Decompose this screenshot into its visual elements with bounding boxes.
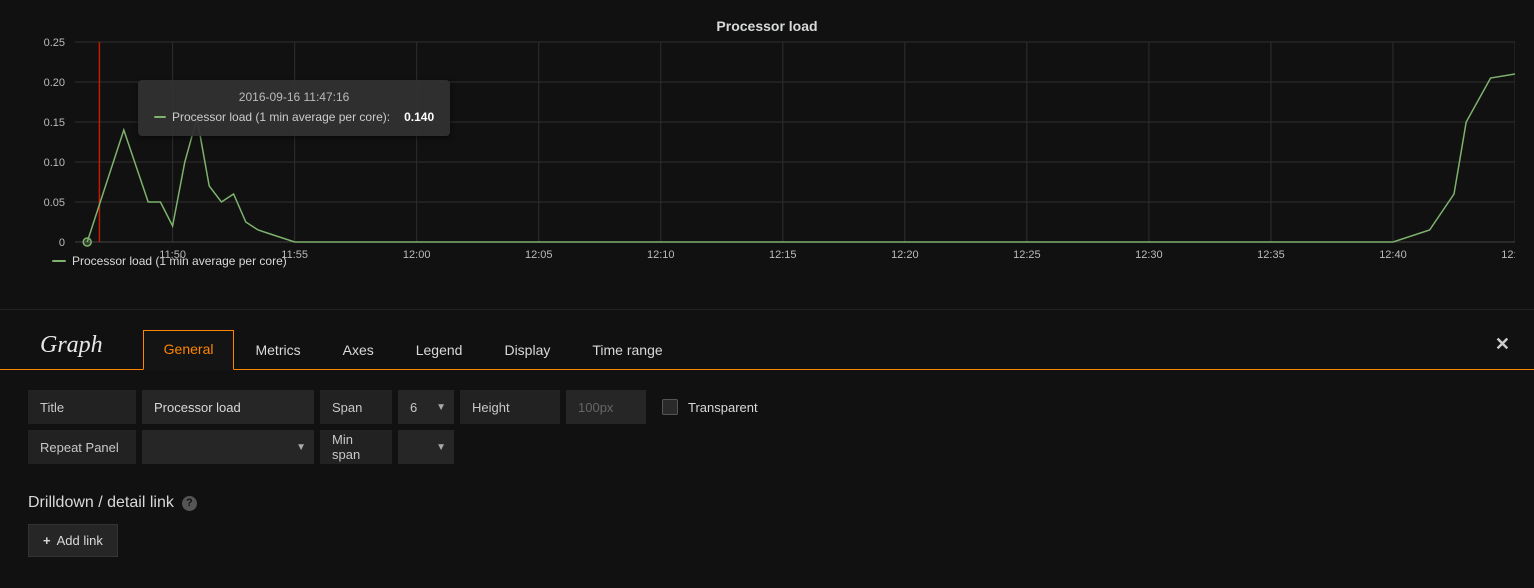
chart-title: Processor load — [10, 10, 1524, 38]
tab-axes[interactable]: Axes — [322, 331, 395, 370]
svg-text:0.10: 0.10 — [44, 157, 65, 169]
add-link-label: Add link — [57, 533, 103, 548]
tab-legend[interactable]: Legend — [395, 331, 484, 370]
chart-tooltip: 2016-09-16 11:47:16 Processor load (1 mi… — [138, 80, 450, 136]
svg-text:12:15: 12:15 — [769, 249, 797, 261]
svg-text:0.25: 0.25 — [44, 38, 65, 49]
chevron-down-icon: ▼ — [436, 442, 446, 453]
height-input[interactable] — [578, 400, 634, 415]
editor-header: Graph GeneralMetricsAxesLegendDisplayTim… — [0, 310, 1534, 370]
svg-text:12:00: 12:00 — [403, 249, 431, 261]
panel-editor: Graph GeneralMetricsAxesLegendDisplayTim… — [0, 310, 1534, 577]
svg-text:12:20: 12:20 — [891, 249, 919, 261]
drilldown-title-text: Drilldown / detail link — [28, 494, 174, 512]
svg-text:12:35: 12:35 — [1257, 249, 1285, 261]
tab-time-range[interactable]: Time range — [571, 331, 683, 370]
line-chart[interactable]: 0 0.05 0.10 0.15 0.20 0.25 11:50 11:55 12:00 12:0… — [20, 38, 1515, 268]
svg-text:0.15: 0.15 — [44, 117, 65, 129]
svg-text:12:25: 12:25 — [1013, 249, 1041, 261]
chart-area[interactable]: 00.050.100.150.200.2511:5011:5512:0012:0… — [20, 38, 1515, 248]
span-value: 6 — [410, 400, 417, 415]
span-select[interactable]: 6 ▼ — [398, 390, 454, 424]
tooltip-series-label: Processor load (1 min average per core): — [172, 110, 390, 124]
tooltip-time: 2016-09-16 11:47:16 — [154, 90, 434, 104]
svg-text:12:05: 12:05 — [525, 249, 553, 261]
span-label: Span — [320, 390, 392, 424]
tooltip-series-color — [154, 116, 166, 118]
tab-display[interactable]: Display — [483, 331, 571, 370]
repeat-panel-select[interactable]: ▼ — [142, 430, 314, 464]
minspan-label: Min span — [320, 430, 392, 464]
tooltip-value: 0.140 — [404, 110, 434, 124]
panel-type-label: Graph — [40, 332, 103, 359]
tab-general[interactable]: General — [143, 330, 235, 370]
title-input-wrapper — [142, 390, 314, 424]
drilldown-section-title: Drilldown / detail link ? — [28, 494, 1506, 512]
transparent-checkbox[interactable] — [662, 399, 678, 415]
chevron-down-icon: ▼ — [296, 442, 306, 453]
height-input-wrapper — [566, 390, 646, 424]
svg-text:11:50: 11:50 — [159, 249, 186, 261]
close-icon[interactable]: ✕ — [1495, 334, 1510, 355]
help-icon[interactable]: ? — [182, 496, 197, 511]
svg-text:12:40: 12:40 — [1379, 249, 1407, 261]
title-input[interactable] — [154, 400, 302, 415]
general-tab-form: Title Span 6 ▼ Height Transparent Repeat… — [0, 370, 1534, 577]
add-link-button[interactable]: + Add link — [28, 524, 118, 557]
chevron-down-icon: ▼ — [436, 402, 446, 413]
svg-text:11:55: 11:55 — [281, 249, 308, 261]
tab-metrics[interactable]: Metrics — [234, 331, 321, 370]
repeat-panel-label: Repeat Panel — [28, 430, 136, 464]
svg-text:12:10: 12:10 — [647, 249, 675, 261]
editor-tabs: GeneralMetricsAxesLegendDisplayTime rang… — [143, 310, 684, 369]
transparent-label: Transparent — [688, 400, 758, 415]
svg-text:12:30: 12:30 — [1135, 249, 1163, 261]
plus-icon: + — [43, 533, 51, 548]
transparent-field: Transparent — [652, 390, 768, 424]
chart-panel: Processor load 0 0.05 0.10 0.15 0.20 0.25 11:5… — [0, 0, 1534, 310]
minspan-select[interactable]: ▼ — [398, 430, 454, 464]
title-label: Title — [28, 390, 136, 424]
svg-text:12:45: 12:45 — [1501, 249, 1515, 261]
svg-text:0.20: 0.20 — [44, 77, 65, 89]
svg-text:0.05: 0.05 — [44, 197, 65, 209]
svg-text:0: 0 — [59, 237, 65, 249]
height-label: Height — [460, 390, 560, 424]
